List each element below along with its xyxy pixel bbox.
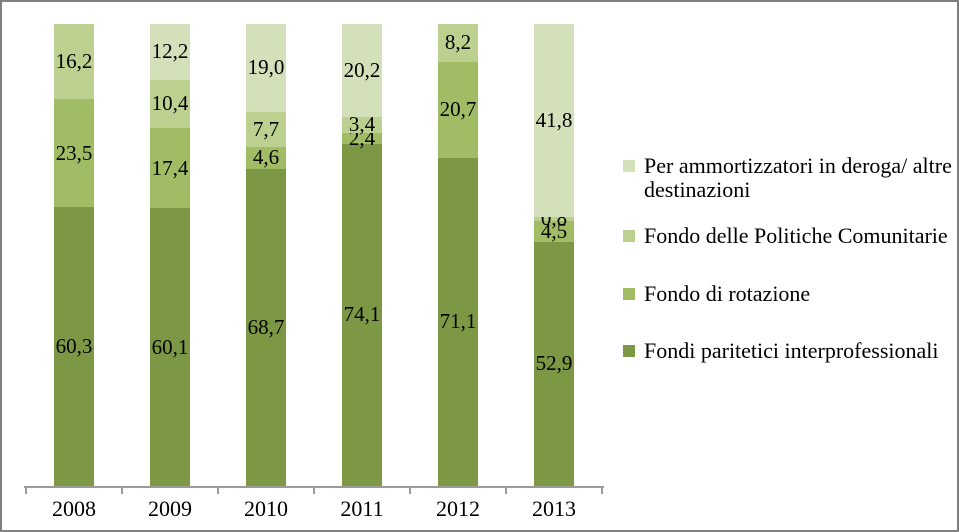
x-axis xyxy=(24,486,604,488)
bar-segment xyxy=(342,23,382,117)
axis-tick xyxy=(121,488,123,494)
legend-item: Fondi paritetici interprofessionali xyxy=(623,339,955,363)
bar-segment xyxy=(54,98,94,208)
bar-segment xyxy=(246,24,286,112)
x-axis-label-2009: 2009 xyxy=(148,496,192,521)
legend-item: Per ammortizzatori in deroga/ altre dest… xyxy=(623,154,955,202)
bar-segment xyxy=(342,116,382,133)
legend-swatch-icon xyxy=(623,345,635,357)
bar-segment xyxy=(246,111,286,148)
bar-segment xyxy=(246,168,286,486)
bar-2008: 60,3 23,5 16,2 xyxy=(54,2,94,486)
bar-segment xyxy=(246,147,286,169)
axis-tick xyxy=(25,488,27,494)
x-axis-label-2011: 2011 xyxy=(340,496,384,521)
bar-2013: 52,9 4,5 0,8 41,8 xyxy=(534,2,574,486)
legend-label: Fondo delle Politiche Comunitarie xyxy=(644,223,948,248)
bar-segment xyxy=(150,127,190,209)
plot-area: 60,3 23,5 16,2 2008 60,1 17,4 10,4 12,2 2009 68,7… xyxy=(2,2,622,530)
bar-segment xyxy=(342,143,382,486)
axis-tick xyxy=(601,488,603,494)
axis-tick xyxy=(409,488,411,494)
bar-segment xyxy=(534,220,574,242)
x-axis-label-2010: 2010 xyxy=(244,496,288,521)
axis-tick xyxy=(505,488,507,494)
bar-2011: 74,1 2,4 3,4 20,2 xyxy=(342,2,382,486)
bar-segment xyxy=(534,241,574,486)
x-axis-label-2012: 2012 xyxy=(436,496,480,521)
legend: Per ammortizzatori in deroga/ altre dest… xyxy=(623,154,955,363)
bar-segment xyxy=(534,217,574,221)
bar-segment xyxy=(438,61,478,158)
bar-segment xyxy=(438,157,478,486)
bar-segment xyxy=(54,207,94,486)
legend-swatch-icon xyxy=(623,288,635,300)
legend-label: Fondo di rotazione xyxy=(644,281,811,306)
axis-tick xyxy=(217,488,219,494)
bar-segment xyxy=(54,24,94,99)
bar-segment xyxy=(534,24,574,218)
legend-item: Fondo delle Politiche Comunitarie xyxy=(623,224,955,248)
x-axis-label-2013: 2013 xyxy=(532,496,576,521)
bar-segment xyxy=(342,132,382,144)
legend-label: Per ammortizzatori in deroga/ altre dest… xyxy=(644,153,952,202)
axis-tick xyxy=(313,488,315,494)
legend-swatch-icon xyxy=(623,160,635,172)
legend-item: Fondo di rotazione xyxy=(623,282,955,306)
legend-swatch-icon xyxy=(623,230,635,242)
x-axis-label-2008: 2008 xyxy=(52,496,96,521)
bar-segment xyxy=(150,79,190,128)
legend-label: Fondi paritetici interprofessionali xyxy=(644,338,939,363)
bar-segment xyxy=(150,23,190,80)
bar-segment xyxy=(438,24,478,62)
bar-2012: 71,1 20,7 8,2 xyxy=(438,2,478,486)
bar-2010: 68,7 4,6 7,7 19,0 xyxy=(246,2,286,486)
bar-segment xyxy=(150,208,190,486)
bar-2009: 60,1 17,4 10,4 12,2 xyxy=(150,2,190,486)
